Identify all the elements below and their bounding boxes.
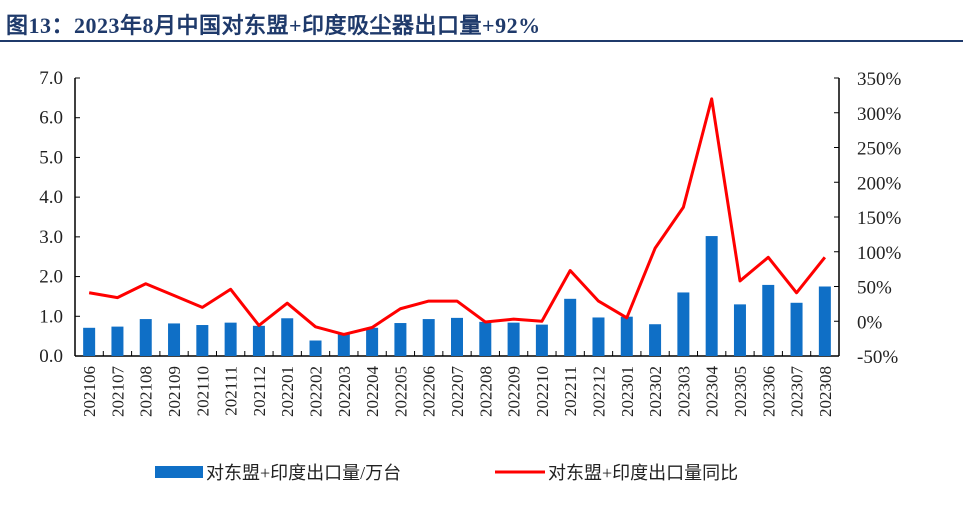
x-tick-label: 202204	[363, 366, 382, 418]
right-tick-label: 100%	[857, 243, 902, 264]
bar-202107	[111, 326, 124, 356]
right-tick-label: 350%	[857, 69, 902, 90]
x-tick-label: 202301	[618, 366, 637, 417]
left-tick-label: 1.0	[39, 306, 63, 327]
bar-202212	[592, 317, 605, 356]
bar-202301	[620, 316, 633, 356]
x-tick-label: 202203	[335, 366, 354, 417]
x-tick-label: 202111	[222, 366, 241, 416]
x-tick-label: 202107	[108, 366, 127, 418]
bar-202111	[224, 322, 237, 356]
x-tick-label: 202308	[816, 366, 835, 417]
bar-202112	[252, 325, 265, 356]
bar-202202	[309, 340, 322, 356]
bar-202206	[422, 319, 435, 356]
x-tick-label: 202210	[533, 366, 552, 417]
x-tick-label: 202304	[703, 366, 722, 418]
bar-202204	[366, 327, 379, 356]
legend-bar-label: 对东盟+印度出口量/万台	[206, 463, 401, 483]
bar-202205	[394, 323, 407, 356]
x-tick-label: 202302	[646, 366, 665, 417]
bar-202209	[507, 322, 520, 356]
x-tick-label: 202108	[137, 366, 156, 417]
left-tick-label: 0.0	[39, 346, 63, 367]
bar-202109	[168, 323, 181, 356]
x-tick-label: 202306	[759, 366, 778, 417]
right-tick-label: 0%	[857, 312, 883, 333]
left-tick-label: 6.0	[39, 108, 63, 129]
left-tick-label: 2.0	[39, 267, 63, 288]
right-tick-label: 300%	[857, 104, 902, 125]
bar-202208	[479, 321, 492, 356]
bar-202305	[733, 304, 746, 356]
bar-202106	[83, 327, 96, 356]
x-tick-label: 202106	[80, 366, 99, 417]
right-tick-label: 150%	[857, 208, 902, 229]
left-tick-label: 7.0	[39, 68, 63, 89]
bar-202211	[564, 298, 577, 356]
x-tick-label: 202303	[674, 366, 693, 417]
x-tick-label: 202212	[589, 366, 608, 417]
bar-202303	[677, 292, 690, 356]
x-tick-label: 202110	[193, 366, 212, 416]
bar-202307	[790, 302, 803, 356]
x-tick-label: 202202	[307, 366, 326, 417]
x-tick-label: 202112	[250, 366, 269, 416]
right-tick-label: -50%	[857, 347, 898, 368]
bar-202203	[337, 334, 350, 356]
right-tick-label: 50%	[857, 278, 892, 299]
bar-202110	[196, 325, 209, 356]
x-tick-label: 202206	[420, 366, 439, 417]
x-tick-label: 202211	[561, 366, 580, 416]
bar-202304	[705, 236, 718, 356]
bar-202302	[649, 324, 662, 356]
x-tick-label: 202208	[476, 366, 495, 417]
title-divider	[0, 40, 963, 42]
x-tick-label: 202305	[731, 366, 750, 417]
x-tick-label: 202205	[391, 366, 410, 417]
bar-202308	[818, 286, 831, 356]
bar-202210	[535, 324, 548, 356]
left-tick-label: 4.0	[39, 187, 63, 208]
x-tick-label: 202201	[278, 366, 297, 417]
bar-202306	[762, 284, 775, 356]
x-tick-label: 202307	[788, 366, 807, 418]
right-tick-label: 200%	[857, 173, 902, 194]
x-tick-label: 202109	[165, 366, 184, 417]
right-tick-label: 250%	[857, 139, 902, 160]
chart-title: 图13：2023年8月中国对东盟+印度吸尘器出口量+92%	[6, 13, 541, 38]
bar-202108	[139, 319, 152, 356]
left-tick-label: 5.0	[39, 147, 63, 168]
x-tick-label: 202207	[448, 366, 467, 418]
x-tick-label: 202209	[505, 366, 524, 417]
legend-line-label: 对东盟+印度出口量同比	[548, 463, 738, 483]
bar-202207	[451, 317, 463, 356]
legend-bar-swatch	[155, 466, 203, 478]
left-tick-label: 3.0	[39, 227, 63, 248]
bar-202201	[281, 318, 294, 356]
